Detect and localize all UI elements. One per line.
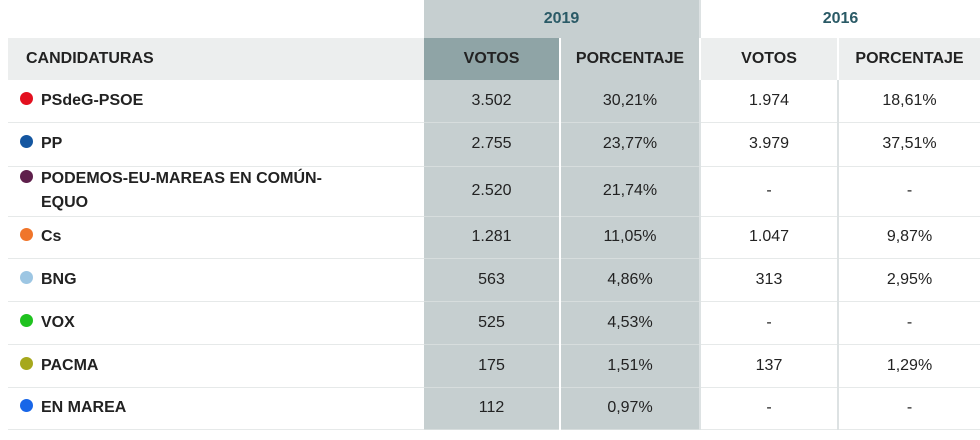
results-table: 2019 2016 CANDIDATURAS VOTOS PORCENTAJE … xyxy=(8,0,980,430)
party-name: EN MAREA xyxy=(41,399,127,416)
table-row: PSdeG-PSOE 3.502 30,21% 1.974 18,61% xyxy=(8,80,980,123)
party-label: VOX xyxy=(8,311,424,335)
party-color-dot-icon xyxy=(20,228,33,241)
year-2019-header: 2019 xyxy=(424,0,700,38)
votes-2016-cell: - xyxy=(699,166,838,217)
year-header-spacer xyxy=(8,0,424,38)
votes-2016-cell: 137 xyxy=(699,344,838,388)
table-row: VOX 525 4,53% - - xyxy=(8,301,980,345)
table-row: PP 2.755 23,77% 3.979 37,51% xyxy=(8,122,980,167)
party-cell: VOX xyxy=(8,301,424,345)
percentage-2016-cell: - xyxy=(837,166,980,217)
percentage-2016-cell: 18,61% xyxy=(837,80,980,123)
votes-2019-cell: 2.520 xyxy=(424,166,560,217)
column-header-votes-2019: VOTOS xyxy=(424,38,560,80)
party-cell: EN MAREA xyxy=(8,387,424,430)
year-header-row: 2019 2016 xyxy=(8,0,980,38)
percentage-2016-cell: 2,95% xyxy=(837,258,980,302)
votes-2016-cell: 1.974 xyxy=(699,80,838,123)
party-label: PACMA xyxy=(8,354,424,378)
party-color-dot-icon xyxy=(20,399,33,412)
results-body: PSdeG-PSOE 3.502 30,21% 1.974 18,61% PP 2.755 2… xyxy=(8,80,980,430)
votes-2016-cell: 1.047 xyxy=(699,216,838,259)
percentage-2019-cell: 21,74% xyxy=(559,166,700,217)
percentage-2016-cell: 9,87% xyxy=(837,216,980,259)
table-row: PODEMOS-EU-MAREAS EN COMÚN-EQUO 2.520 21,7… xyxy=(8,166,980,217)
party-label: EN MAREA xyxy=(8,396,424,420)
column-header-candidaturas: CANDIDATURAS xyxy=(8,38,424,80)
votes-2019-cell: 3.502 xyxy=(424,80,560,123)
votes-2016-cell: 313 xyxy=(699,258,838,302)
percentage-2019-cell: 4,86% xyxy=(559,258,700,302)
percentage-2016-cell: - xyxy=(837,301,980,345)
party-cell: BNG xyxy=(8,258,424,302)
votes-2016-cell: - xyxy=(699,301,838,345)
party-name: PACMA xyxy=(41,356,99,374)
percentage-2019-cell: 11,05% xyxy=(559,216,700,259)
table-row: Cs 1.281 11,05% 1.047 9,87% xyxy=(8,216,980,259)
party-color-dot-icon xyxy=(20,91,33,105)
votes-2019-cell: 1.281 xyxy=(424,216,560,259)
party-color-dot-icon xyxy=(20,170,33,183)
percentage-2019-cell: 30,21% xyxy=(559,80,700,123)
year-2019-label: 2019 xyxy=(543,10,580,27)
party-label: PSdeG-PSOE xyxy=(8,89,424,113)
votes-2016-cell: - xyxy=(699,387,838,430)
party-name: Cs xyxy=(41,228,62,245)
percentage-2019-cell: 23,77% xyxy=(559,122,700,167)
percentage-2019-cell: 0,97% xyxy=(559,387,700,430)
party-name: PODEMOS-EU-MAREAS EN COMÚN-EQUO xyxy=(41,170,322,211)
votes-2016-cell: 3.979 xyxy=(699,122,838,167)
party-name: BNG xyxy=(41,270,77,288)
votes-2019-cell: 112 xyxy=(424,387,560,430)
percentage-2019-cell: 1,51% xyxy=(559,344,700,388)
percentage-2016-cell: 37,51% xyxy=(837,122,980,167)
party-color-dot-icon xyxy=(20,135,33,148)
percentage-2016-cell: - xyxy=(837,387,980,430)
year-2016-header: 2016 xyxy=(699,0,980,38)
votes-2019-cell: 563 xyxy=(424,258,560,302)
party-cell: PODEMOS-EU-MAREAS EN COMÚN-EQUO xyxy=(8,166,424,217)
year-2016-label: 2016 xyxy=(822,10,859,27)
party-cell: PSdeG-PSOE xyxy=(8,80,424,123)
party-name: PSdeG-PSOE xyxy=(41,91,144,109)
party-label: PP xyxy=(8,132,424,156)
table-row: EN MAREA 112 0,97% - - xyxy=(8,387,980,430)
party-color-dot-icon xyxy=(20,270,33,284)
table-row: BNG 563 4,86% 313 2,95% xyxy=(8,258,980,302)
party-cell: PACMA xyxy=(8,344,424,388)
votes-2019-cell: 2.755 xyxy=(424,122,560,167)
votes-2019-cell: 525 xyxy=(424,301,560,345)
party-cell: Cs xyxy=(8,216,424,259)
party-cell: PP xyxy=(8,122,424,167)
column-header-row: CANDIDATURAS VOTOS PORCENTAJE VOTOS PORC… xyxy=(8,38,980,80)
party-name: VOX xyxy=(41,313,75,331)
column-header-votes-2016: VOTOS xyxy=(699,38,838,80)
column-header-percentage-2019: PORCENTAJE xyxy=(559,38,700,80)
percentage-2016-cell: 1,29% xyxy=(837,344,980,388)
table-row: PACMA 175 1,51% 137 1,29% xyxy=(8,344,980,388)
percentage-2019-cell: 4,53% xyxy=(559,301,700,345)
party-label: PODEMOS-EU-MAREAS EN COMÚN-EQUO xyxy=(8,167,424,215)
votes-2019-cell: 175 xyxy=(424,344,560,388)
party-color-dot-icon xyxy=(20,356,33,370)
party-label: Cs xyxy=(8,225,424,249)
column-header-percentage-2016: PORCENTAJE xyxy=(837,38,980,80)
party-name: PP xyxy=(41,135,63,152)
party-label: BNG xyxy=(8,268,424,292)
party-color-dot-icon xyxy=(20,313,33,327)
